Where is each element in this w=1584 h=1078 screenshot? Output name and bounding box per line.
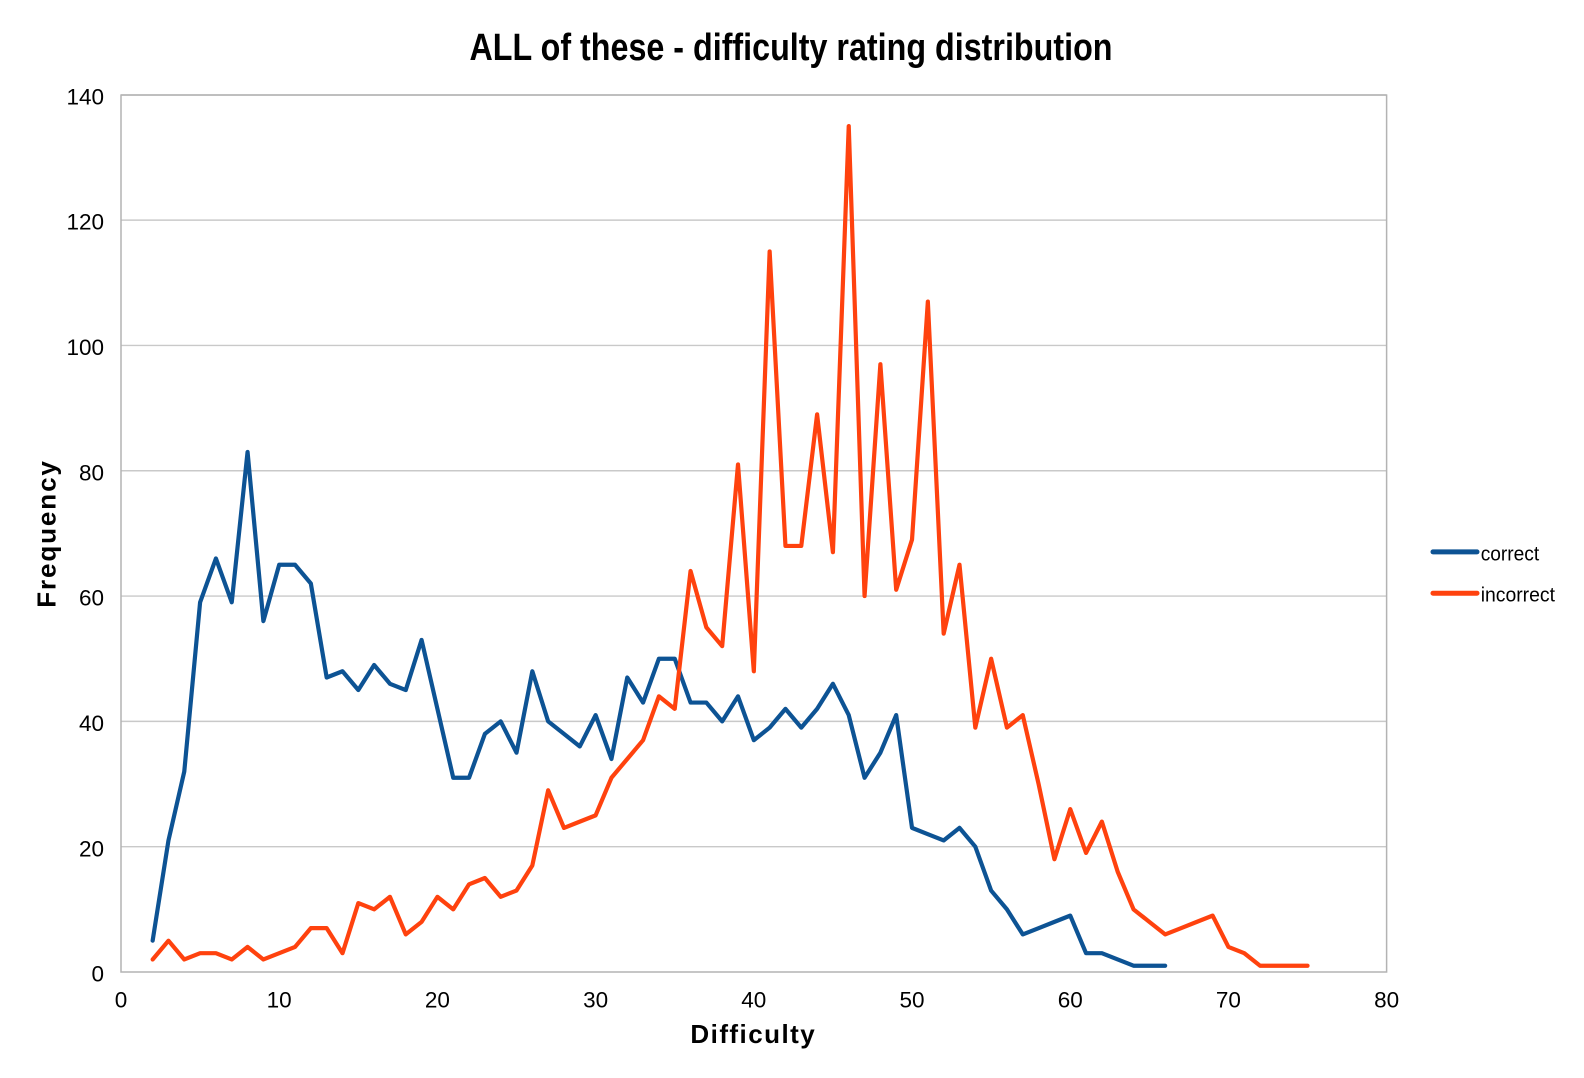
svg-text:80: 80 xyxy=(1374,988,1399,1013)
svg-text:Difficulty: Difficulty xyxy=(690,1019,816,1049)
svg-text:60: 60 xyxy=(79,586,104,611)
svg-text:incorrect: incorrect xyxy=(1481,584,1556,607)
svg-text:140: 140 xyxy=(66,84,104,109)
svg-text:correct: correct xyxy=(1481,542,1540,565)
svg-text:ALL of these - difficulty rati: ALL of these - difficulty rating distrib… xyxy=(470,27,1113,69)
svg-text:30: 30 xyxy=(583,988,608,1013)
svg-text:80: 80 xyxy=(79,460,104,485)
svg-text:0: 0 xyxy=(91,962,104,987)
svg-text:120: 120 xyxy=(66,210,104,235)
svg-text:0: 0 xyxy=(115,988,128,1013)
svg-text:100: 100 xyxy=(66,335,104,360)
svg-text:40: 40 xyxy=(741,988,766,1013)
svg-text:Frequency: Frequency xyxy=(31,459,61,608)
svg-text:60: 60 xyxy=(1058,988,1083,1013)
svg-text:20: 20 xyxy=(425,988,450,1013)
svg-text:70: 70 xyxy=(1216,988,1241,1013)
svg-text:40: 40 xyxy=(79,711,104,736)
svg-text:50: 50 xyxy=(900,988,925,1013)
svg-text:10: 10 xyxy=(267,988,292,1013)
svg-text:20: 20 xyxy=(79,836,104,861)
